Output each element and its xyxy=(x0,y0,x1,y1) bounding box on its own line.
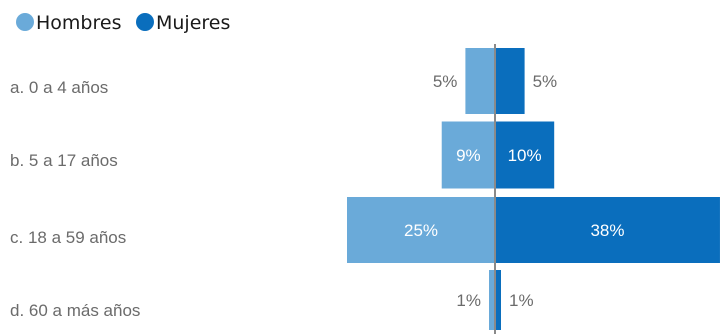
bar-mujeres[interactable] xyxy=(495,121,555,189)
value-label-hombres: 9% xyxy=(456,146,481,165)
legend-swatch-mujeres xyxy=(136,13,154,31)
bar-hombres[interactable] xyxy=(489,270,495,330)
category-label: a. 0 a 4 años xyxy=(10,78,108,97)
value-labels: 5% 5% 9% 10% 25% 38% 1% 1% xyxy=(404,72,625,310)
bar-mujeres[interactable] xyxy=(495,270,501,330)
value-label-hombres: 25% xyxy=(404,221,438,240)
category-label: d. 60 a más años xyxy=(10,301,140,320)
bar-hombres[interactable] xyxy=(465,48,495,114)
legend-swatch-hombres xyxy=(16,13,34,31)
bars xyxy=(347,48,720,330)
value-label-mujeres: 38% xyxy=(590,221,624,240)
value-label-hombres: 5% xyxy=(433,72,458,91)
legend-item-hombres[interactable]: Hombres xyxy=(16,12,121,34)
bar-mujeres[interactable] xyxy=(495,48,525,114)
legend-label-mujeres: Mujeres xyxy=(156,12,230,34)
value-label-mujeres: 5% xyxy=(533,72,558,91)
bar-hombres[interactable] xyxy=(347,197,495,263)
category-label: c. 18 a 59 años xyxy=(10,228,126,247)
category-label: b. 5 a 17 años xyxy=(10,151,118,170)
legend-item-mujeres[interactable]: Mujeres xyxy=(136,12,230,34)
value-label-hombres: 1% xyxy=(456,291,481,310)
legend: Hombres Mujeres xyxy=(16,12,230,34)
legend-label-hombres: Hombres xyxy=(36,12,121,34)
bar-hombres[interactable] xyxy=(441,121,495,189)
category-labels: a. 0 a 4 años b. 5 a 17 años c. 18 a 59 … xyxy=(10,78,140,320)
bar-mujeres[interactable] xyxy=(495,197,720,263)
value-label-mujeres: 10% xyxy=(508,146,542,165)
value-label-mujeres: 1% xyxy=(509,291,534,310)
